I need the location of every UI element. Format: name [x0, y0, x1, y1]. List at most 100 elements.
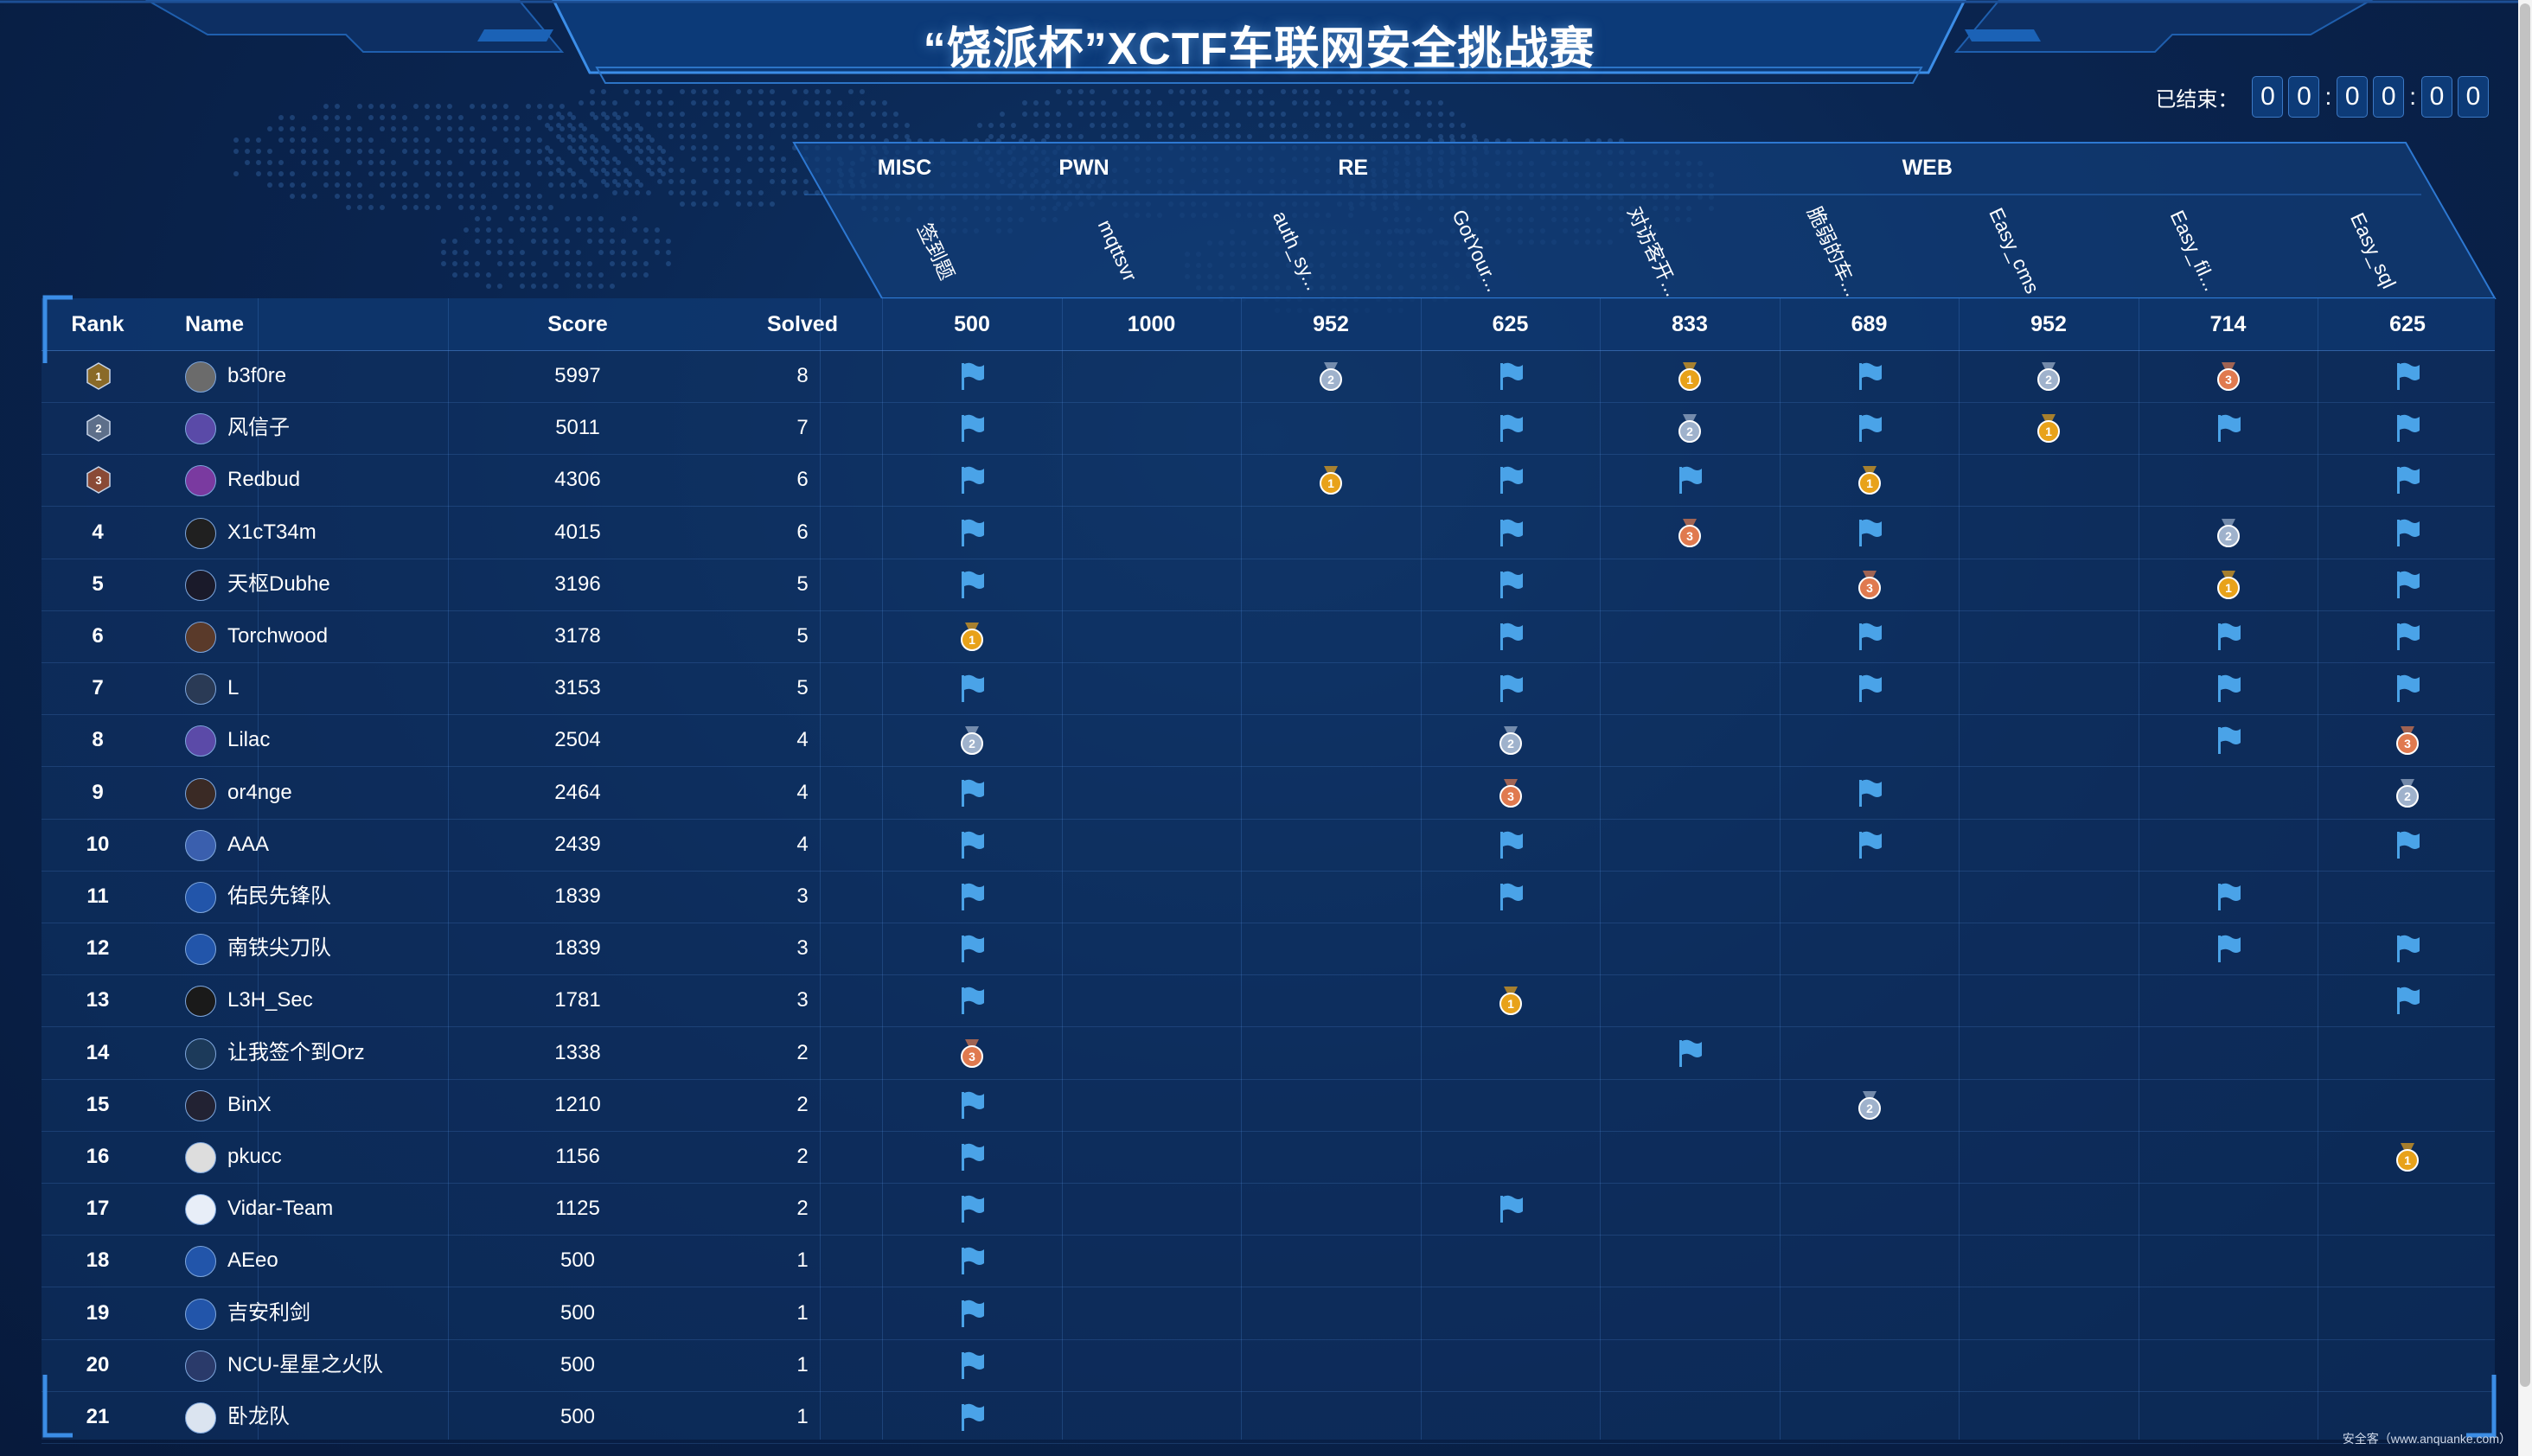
team-name[interactable]: 佑民先锋队 — [227, 884, 331, 908]
team-name[interactable]: 天枢Dubhe — [227, 572, 330, 596]
team-row[interactable]: 11 佑民先锋队 1839 3 — [42, 871, 2495, 923]
solved-flag-icon — [1674, 464, 1705, 495]
team-avatar — [185, 361, 216, 393]
team-rank: 14 — [86, 1040, 110, 1064]
team-name[interactable]: 让我签个到Orz — [227, 1040, 365, 1064]
solved-flag-icon — [956, 933, 988, 964]
team-name[interactable]: b3f0re — [227, 364, 287, 387]
solved-flag-icon — [1854, 412, 1885, 444]
svg-text:1: 1 — [2045, 425, 2052, 438]
scoreboard-table: Rank Name Score Solved 500 1000 952 625 833 6… — [42, 298, 2495, 1444]
team-name[interactable]: 南铁尖刀队 — [227, 936, 331, 961]
team-row[interactable]: 6 Torchwood 3178 5 1 — [42, 610, 2495, 663]
team-row[interactable]: 12 南铁尖刀队 1839 3 — [42, 923, 2495, 976]
team-row[interactable]: 16 pkucc 1156 2 1 — [42, 1131, 2495, 1184]
solved-flag-icon — [956, 829, 988, 860]
svg-text:3: 3 — [2225, 373, 2232, 386]
team-rank: 19 — [86, 1300, 110, 1325]
third-blood-medal-icon: 3 — [956, 1038, 988, 1069]
team-name[interactable]: Redbud — [227, 468, 301, 492]
team-name[interactable]: 风信子 — [227, 416, 290, 440]
team-score: 1210 — [554, 1092, 601, 1116]
column-divider — [448, 298, 449, 1440]
countdown-timer: 已结束： 0 0 : 0 0 : 0 0 — [2155, 76, 2489, 118]
corner-bracket-bottom-left — [42, 1375, 73, 1438]
team-name[interactable]: L3H_Sec — [227, 988, 313, 1012]
first-blood-medal-icon: 1 — [2213, 569, 2244, 600]
team-row[interactable]: 21 卧龙队 500 1 — [42, 1391, 2495, 1444]
challenge-header-panel — [792, 142, 2497, 299]
svg-text:2: 2 — [2045, 373, 2052, 386]
svg-text:3: 3 — [969, 1050, 975, 1063]
team-name[interactable]: NCU-星星之火队 — [227, 1352, 383, 1376]
team-solved-count: 4 — [796, 780, 809, 804]
team-score: 1839 — [554, 884, 601, 908]
team-name[interactable]: X1cT34m — [227, 520, 316, 544]
solved-flag-icon — [1495, 673, 1526, 704]
team-rank: 11 — [86, 884, 109, 908]
solved-flag-icon — [2392, 621, 2423, 652]
solved-flag-icon — [1854, 673, 1885, 704]
team-row[interactable]: 4 X1cT34m 4015 6 3 2 — [42, 507, 2495, 559]
team-row[interactable]: 9 or4nge 2464 4 3 2 — [42, 767, 2495, 820]
team-rank: 10 — [86, 832, 110, 856]
team-name[interactable]: 卧龙队 — [227, 1405, 290, 1428]
team-name[interactable]: AEeo — [227, 1248, 278, 1273]
team-row[interactable]: 17 Vidar-Team 1125 2 — [42, 1183, 2495, 1236]
team-solved-count: 1 — [796, 1300, 809, 1325]
team-row[interactable]: 15 BinX 1210 2 2 — [42, 1079, 2495, 1132]
team-name[interactable]: L — [227, 676, 240, 700]
scrollbar-track[interactable] — [2518, 0, 2532, 1456]
team-row[interactable]: 18 AEeo 500 1 — [42, 1235, 2495, 1288]
second-blood-medal-icon: 2 — [2392, 777, 2423, 808]
second-blood-medal-icon: 2 — [1495, 725, 1526, 756]
team-row[interactable]: 7 L 3153 5 — [42, 662, 2495, 716]
team-name[interactable]: or4nge — [227, 780, 292, 804]
team-row[interactable]: 8 Lilac 2504 4 2 2 3 — [42, 714, 2495, 768]
team-row[interactable]: 5 天枢Dubhe 3196 5 3 1 — [42, 559, 2495, 611]
team-avatar — [185, 829, 216, 861]
category-misc: MISC — [877, 156, 932, 180]
timer-digit: 0 — [2252, 76, 2284, 118]
timer-digit: 0 — [2288, 76, 2320, 118]
team-row[interactable]: 1 b3f0re 5997 8 2 1 2 3 — [42, 350, 2495, 403]
team-score: 500 — [559, 1300, 596, 1325]
team-name[interactable]: AAA — [227, 832, 270, 856]
team-score: 500 — [559, 1248, 596, 1273]
team-row[interactable]: 2 风信子 5011 7 2 1 — [42, 402, 2495, 456]
solved-flag-icon — [2213, 673, 2244, 704]
svg-text:3: 3 — [1866, 581, 1873, 595]
team-rank: 12 — [86, 936, 110, 961]
challenge-score: 833 — [1672, 312, 1708, 336]
team-score: 500 — [559, 1405, 596, 1428]
challenge-score: 500 — [954, 312, 990, 336]
team-avatar — [185, 1142, 216, 1173]
team-name[interactable]: 吉安利剑 — [227, 1300, 310, 1325]
team-name[interactable]: pkucc — [227, 1145, 282, 1168]
team-name[interactable]: Torchwood — [227, 624, 329, 648]
first-blood-medal-icon: 1 — [1674, 361, 1705, 392]
timer-digit: 0 — [2458, 76, 2489, 118]
team-name[interactable]: Lilac — [227, 728, 271, 752]
solved-flag-icon — [956, 1245, 988, 1276]
team-rank: 18 — [86, 1248, 110, 1273]
team-solved-count: 3 — [796, 936, 809, 961]
svg-text:1: 1 — [1327, 476, 1334, 490]
team-row[interactable]: 20 NCU-星星之火队 500 1 — [42, 1339, 2495, 1392]
team-row[interactable]: 13 L3H_Sec 1781 3 1 — [42, 974, 2495, 1028]
team-avatar — [185, 1246, 216, 1278]
first-blood-medal-icon: 1 — [1315, 464, 1346, 495]
team-row[interactable]: 3 Redbud 4306 6 1 1 — [42, 454, 2495, 508]
team-rank: 13 — [86, 988, 110, 1012]
scrollbar-thumb[interactable] — [2520, 3, 2530, 1387]
svg-text:3: 3 — [2404, 737, 2411, 750]
team-row[interactable]: 14 让我签个到Orz 1338 2 3 — [42, 1027, 2495, 1080]
team-name[interactable]: Vidar-Team — [227, 1197, 334, 1221]
team-row[interactable]: 10 AAA 2439 4 — [42, 819, 2495, 872]
team-name[interactable]: BinX — [227, 1092, 272, 1116]
team-avatar — [185, 622, 216, 653]
team-rank: 7 — [92, 676, 104, 700]
team-row[interactable]: 19 吉安利剑 500 1 — [42, 1287, 2495, 1340]
solved-flag-icon — [956, 1298, 988, 1329]
solved-flag-icon — [2213, 725, 2244, 756]
